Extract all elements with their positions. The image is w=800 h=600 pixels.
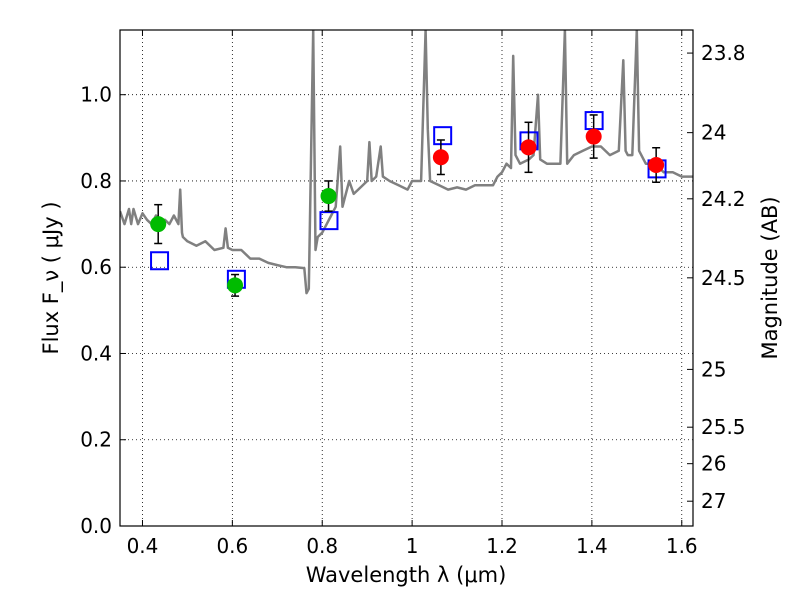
observed-flux-point [648, 156, 665, 173]
y-tick-label: 0.6 [80, 255, 112, 279]
y-tick-label: 0.0 [80, 514, 112, 538]
y-axis-label: Flux F_ν ( μJy ) [39, 201, 64, 354]
y-axis-label-right: Magnitude (AB) [758, 196, 782, 359]
observed-flux-point [320, 188, 337, 205]
model-photometry-square [319, 211, 339, 231]
model-photometry-square [433, 126, 453, 146]
x-tick-label: 1 [406, 534, 419, 558]
tick-layer: 0.4 0.6 0.8 1 1.2 1.4 1.6 0.0 0.2 0.4 0.6 0.8 1.0 23.… [80, 30, 746, 558]
plot-area [120, 30, 693, 297]
model-photometry-square [150, 251, 170, 271]
y-tick-label: 0.2 [80, 428, 112, 452]
observed-flux-point [585, 128, 602, 145]
x-tick-label: 1.4 [576, 534, 608, 558]
observed-flux-point [227, 277, 244, 294]
plot-frame [119, 29, 694, 527]
right-tick-label: 24 [701, 121, 726, 145]
observed-flux-point [432, 149, 449, 166]
y-tick-label: 0.8 [80, 169, 112, 193]
right-tick-label: 26 [701, 452, 726, 476]
x-tick-label: 0.6 [216, 534, 248, 558]
right-tick-label: 25 [701, 357, 726, 381]
observed-flux-point [520, 139, 537, 156]
x-tick-label: 0.4 [127, 534, 159, 558]
grid-lines [120, 30, 693, 527]
observed-flux-point [150, 216, 167, 233]
y-tick-label: 1.0 [80, 83, 112, 107]
right-tick-label: 24.5 [701, 266, 746, 290]
y-tick-label: 0.4 [80, 341, 112, 365]
right-tick-label: 24.2 [701, 187, 746, 211]
model-spectrum-line [120, 30, 693, 295]
x-tick-label: 1.6 [666, 534, 698, 558]
data-layer [120, 30, 693, 297]
x-axis-label: Wavelength λ (μm) [306, 563, 507, 587]
x-tick-label: 0.8 [306, 534, 338, 558]
x-tick-label: 1.2 [486, 534, 518, 558]
right-tick-label: 27 [701, 489, 726, 513]
right-tick-label: 25.5 [701, 415, 746, 439]
right-tick-label: 23.8 [701, 41, 746, 65]
